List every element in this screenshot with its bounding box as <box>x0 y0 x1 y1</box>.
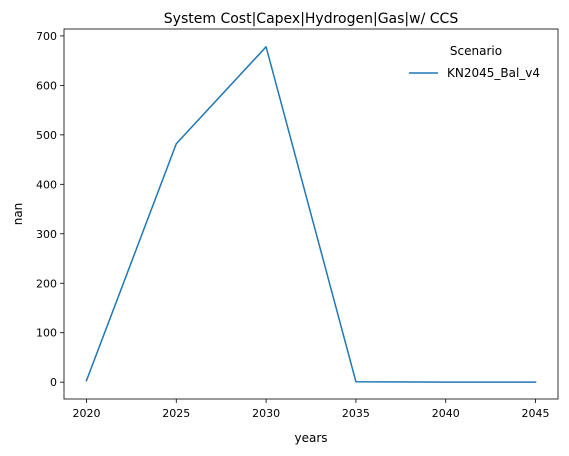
x-axis-label: years <box>294 431 327 445</box>
x-tick-label: 2025 <box>162 407 190 420</box>
series-layer <box>85 46 537 383</box>
axes-frame <box>63 28 559 400</box>
x-axis: 2020 2025 2030 2035 2040 2045 <box>72 399 550 420</box>
series-line <box>85 46 537 383</box>
x-tick-label: 2040 <box>432 407 460 420</box>
y-tick-label: 600 <box>36 79 57 92</box>
legend: Scenario KN2045_Bal_v4 <box>409 44 540 80</box>
y-axis: 0 100 200 300 400 500 600 700 <box>36 30 64 389</box>
y-tick-label: 400 <box>36 178 57 191</box>
y-axis-label: nan <box>11 203 25 226</box>
y-tick-label: 200 <box>36 277 57 290</box>
x-tick-label: 2030 <box>252 407 280 420</box>
y-tick-label: 300 <box>36 228 57 241</box>
x-tick-label: 2045 <box>522 407 550 420</box>
y-tick-label: 500 <box>36 129 57 142</box>
x-tick-label: 2035 <box>342 407 370 420</box>
legend-title: Scenario <box>450 44 502 58</box>
chart-title: System Cost|Capex|Hydrogen|Gas|w/ CCS <box>164 11 459 27</box>
legend-label: KN2045_Bal_v4 <box>447 66 540 80</box>
plot-area <box>63 28 559 400</box>
y-tick-label: 100 <box>36 327 57 340</box>
y-tick-label: 0 <box>50 376 57 389</box>
x-tick-label: 2020 <box>72 407 100 420</box>
y-tick-label: 700 <box>36 30 57 43</box>
